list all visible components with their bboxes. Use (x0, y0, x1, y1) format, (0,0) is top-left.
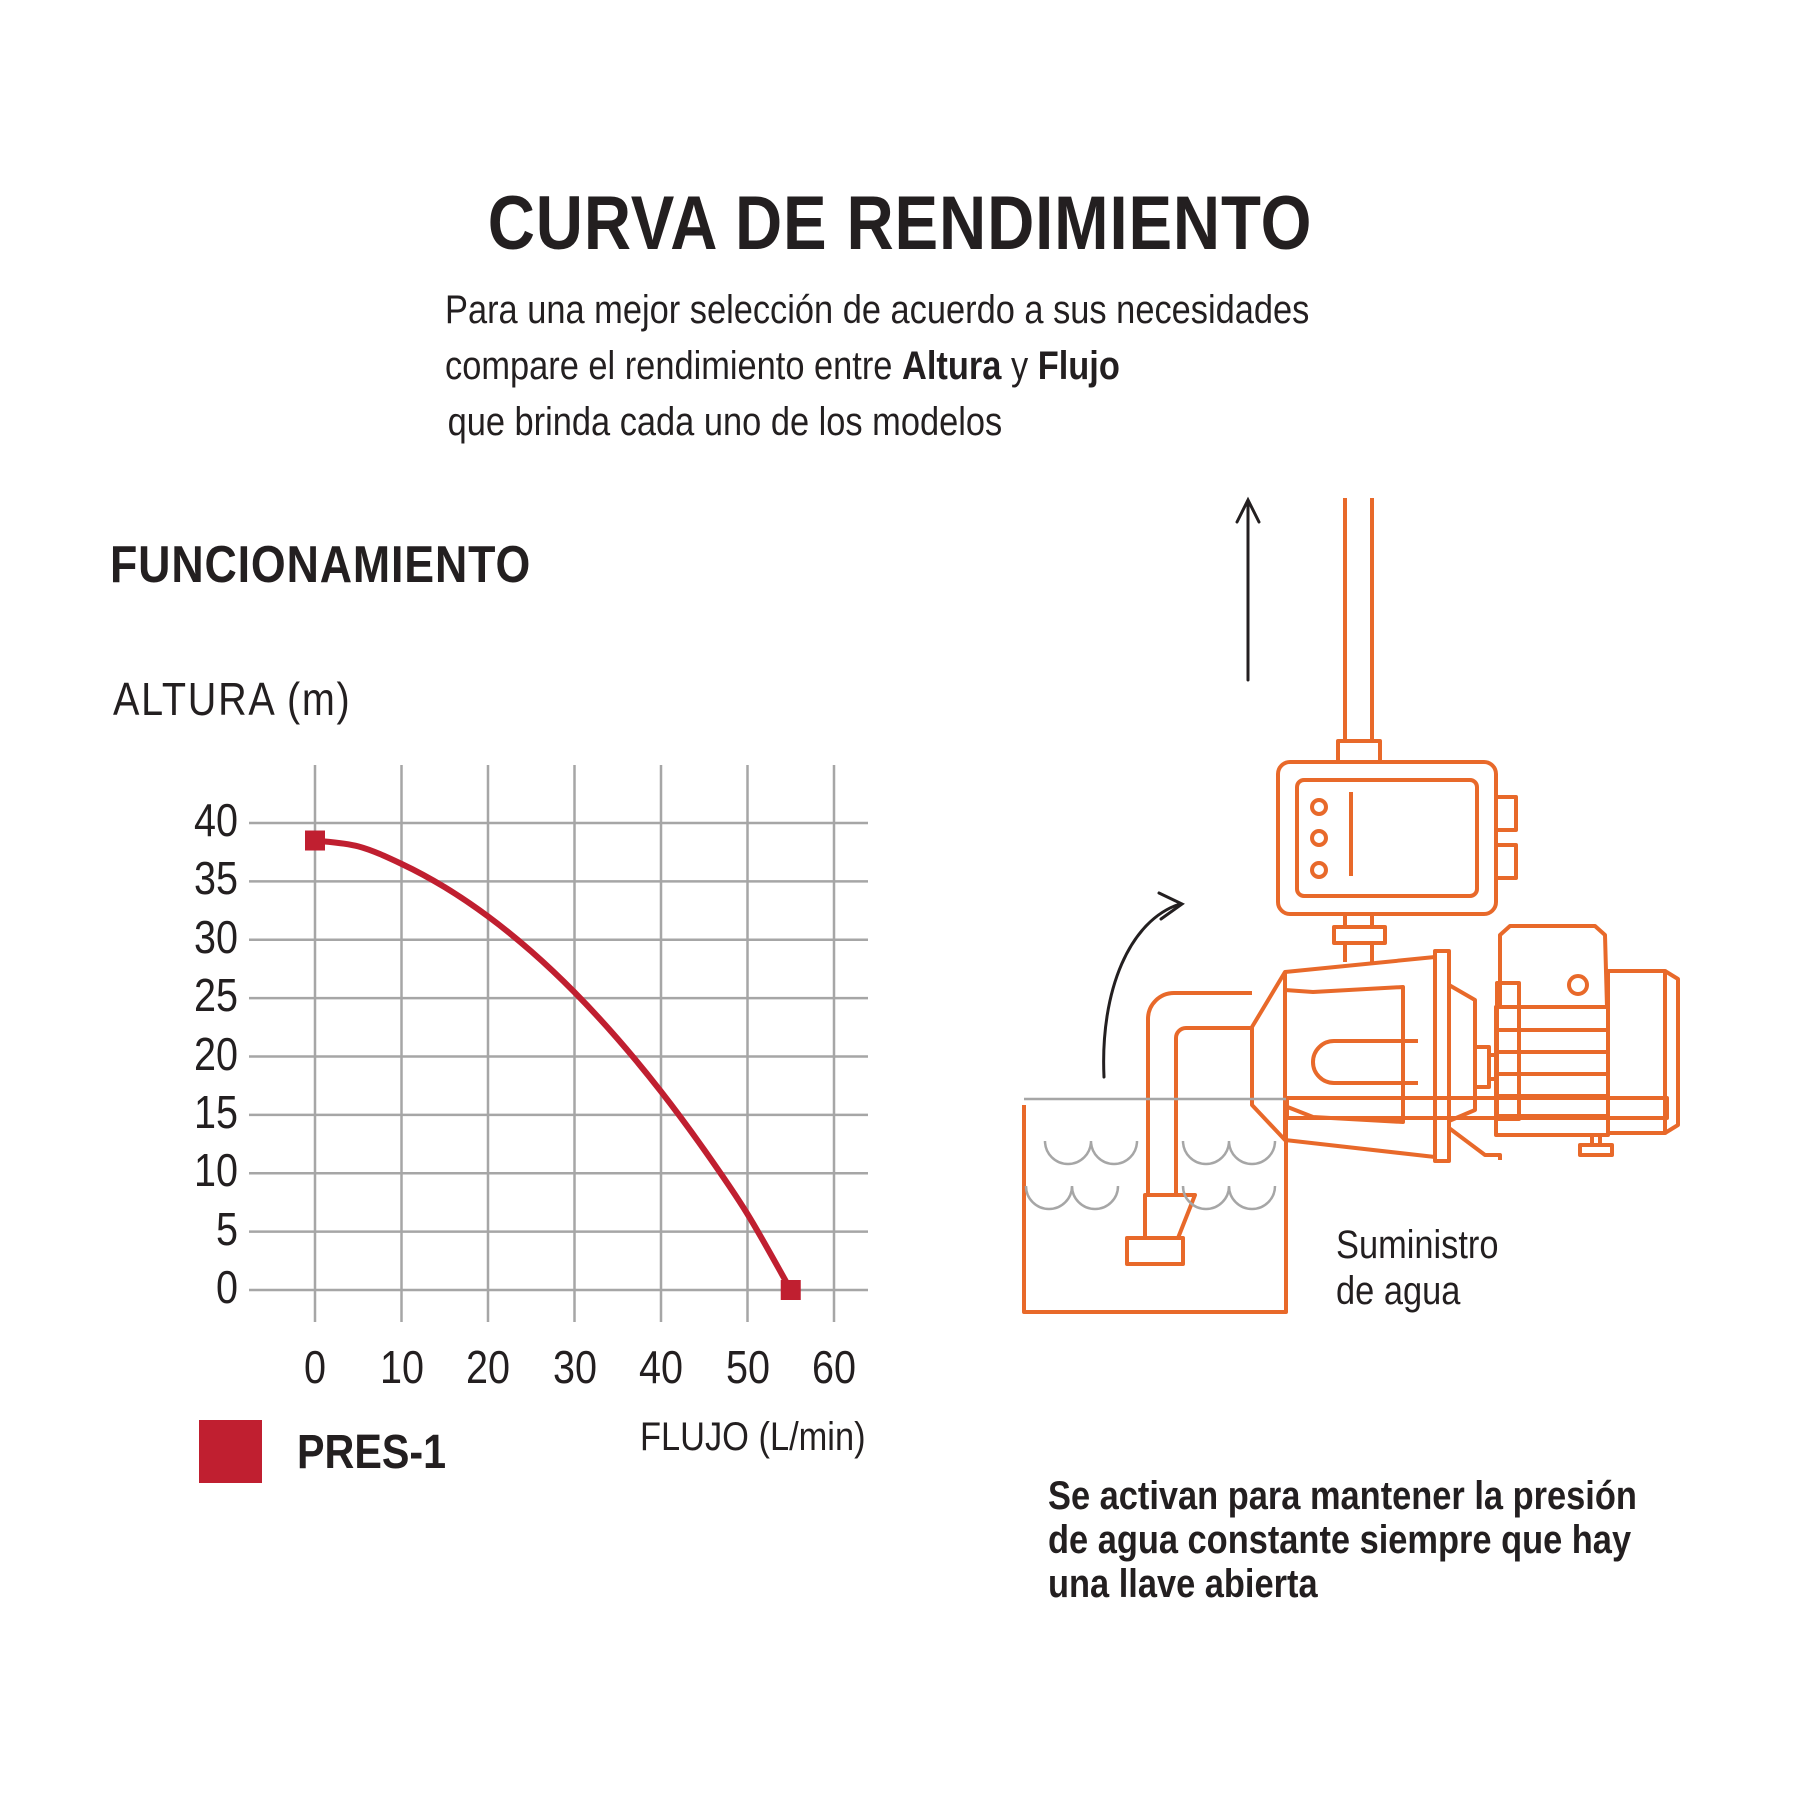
x-tick-label: 40 (638, 1341, 683, 1393)
electric-motor (1494, 924, 1680, 1157)
curve-end-marker (780, 1280, 801, 1300)
note-line-3: una llave abierta (1048, 1562, 1318, 1606)
pressure-controller (1276, 760, 1518, 962)
x-tick-label: 0 (303, 1341, 327, 1393)
water-tank (1022, 1098, 1288, 1314)
y-tick-label: 15 (193, 1085, 238, 1138)
y-tick-label: 0 (215, 1261, 238, 1313)
water-supply-label: Suministro de agua (1336, 1222, 1498, 1314)
intro-line-3: que brinda cada uno de los modelos (447, 400, 1003, 444)
suction-pipe (1125, 991, 1252, 1266)
y-tick-label: 20 (193, 1027, 238, 1080)
legend-label-pres-1: PRES-1 (297, 1426, 447, 1479)
y-axis-label: ALTURA (m) (113, 673, 352, 725)
water-supply-line-2: de agua (1336, 1269, 1461, 1313)
y-tick-label: 40 (193, 794, 238, 846)
outlet-pipe (1336, 498, 1382, 764)
y-tick-label: 5 (215, 1202, 238, 1255)
function-note: Se activan para mantener la presión de a… (1048, 1474, 1637, 1606)
intro-conj: y (1001, 344, 1038, 388)
indicator-light-icon (1310, 861, 1328, 879)
note-line-1: Se activan para mantener la presión (1048, 1474, 1637, 1518)
legend-swatch-pres-1 (199, 1420, 262, 1483)
intro-line-1: Para una mejor selección de acuerdo a su… (445, 288, 1310, 332)
page-title: CURVA DE RENDIMIENTO (487, 181, 1313, 266)
pump-body (1250, 949, 1502, 1163)
x-axis-label: FLUJO (L/min) (640, 1415, 866, 1459)
intro-text: Para una mejor selección de acuerdo a su… (445, 282, 1309, 450)
y-tick-label: 35 (193, 852, 238, 905)
x-tick-label: 10 (379, 1341, 424, 1393)
x-tick-label: 60 (811, 1341, 856, 1393)
note-line-2: de agua constante siempre que hay (1048, 1518, 1632, 1562)
water-supply-line-1: Suministro (1336, 1223, 1499, 1267)
indicator-light-icon (1310, 798, 1328, 816)
y-tick-label: 25 (193, 969, 238, 1022)
y-tick-label: 30 (193, 910, 238, 963)
intro-line-2-text: compare el rendimiento entre (445, 344, 902, 388)
x-tick-label: 20 (465, 1341, 510, 1393)
chart-grid (249, 765, 868, 1322)
x-tick-label: 30 (552, 1341, 597, 1393)
curved-arrow-icon (1102, 891, 1185, 1079)
indicator-light-icon (1310, 829, 1328, 847)
y-tick-label: 10 (193, 1144, 238, 1197)
up-arrow-icon (1235, 496, 1261, 682)
pres-1-curve (314, 837, 794, 1292)
section-title: FUNCIONAMIENTO (110, 536, 532, 594)
x-tick-label: 50 (725, 1341, 770, 1393)
intro-line-2: compare el rendimiento entre Altura y Fl… (445, 338, 1309, 394)
water-waves (1024, 1097, 1286, 1211)
intro-bold-flujo: Flujo (1037, 344, 1120, 388)
curve-start-marker (305, 830, 325, 851)
intro-bold-altura: Altura (901, 344, 1002, 388)
